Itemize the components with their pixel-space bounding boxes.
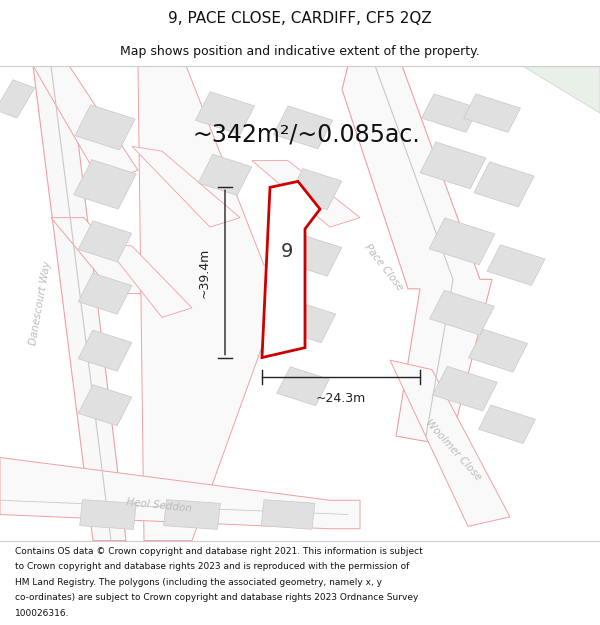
Text: Contains OS data © Crown copyright and database right 2021. This information is : Contains OS data © Crown copyright and d… xyxy=(15,546,423,556)
Polygon shape xyxy=(288,235,342,276)
Polygon shape xyxy=(78,221,132,262)
Polygon shape xyxy=(522,66,600,113)
Text: ~39.4m: ~39.4m xyxy=(197,248,211,298)
Polygon shape xyxy=(288,169,342,209)
Text: HM Land Registry. The polygons (including the associated geometry, namely x, y: HM Land Registry. The polygons (includin… xyxy=(15,578,382,587)
Polygon shape xyxy=(474,162,534,207)
Polygon shape xyxy=(51,217,150,294)
Text: Heol Seddon: Heol Seddon xyxy=(126,497,192,513)
Polygon shape xyxy=(80,499,136,529)
Text: to Crown copyright and database rights 2023 and is reproduced with the permissio: to Crown copyright and database rights 2… xyxy=(15,562,409,571)
Polygon shape xyxy=(164,499,220,529)
Polygon shape xyxy=(198,154,252,196)
Polygon shape xyxy=(282,302,336,343)
Polygon shape xyxy=(102,241,192,318)
Polygon shape xyxy=(469,329,527,372)
Polygon shape xyxy=(342,66,492,446)
Polygon shape xyxy=(261,500,315,529)
Polygon shape xyxy=(390,360,510,526)
Polygon shape xyxy=(78,330,132,371)
Polygon shape xyxy=(422,94,478,132)
Text: 100026316.: 100026316. xyxy=(15,609,70,618)
Text: Pace Close: Pace Close xyxy=(363,242,405,292)
Polygon shape xyxy=(33,66,138,184)
Text: ~342m²/~0.085ac.: ~342m²/~0.085ac. xyxy=(192,122,420,146)
Polygon shape xyxy=(433,366,497,411)
Polygon shape xyxy=(74,159,136,209)
Text: 9, PACE CLOSE, CARDIFF, CF5 2QZ: 9, PACE CLOSE, CARDIFF, CF5 2QZ xyxy=(168,11,432,26)
Text: Map shows position and indicative extent of the property.: Map shows position and indicative extent… xyxy=(120,45,480,58)
Polygon shape xyxy=(487,245,545,286)
Text: ~24.3m: ~24.3m xyxy=(316,392,366,405)
Text: Woolmer Close: Woolmer Close xyxy=(423,418,483,482)
Polygon shape xyxy=(277,367,329,406)
Polygon shape xyxy=(252,161,360,227)
Polygon shape xyxy=(0,458,360,529)
Text: co-ordinates) are subject to Crown copyright and database rights 2023 Ordnance S: co-ordinates) are subject to Crown copyr… xyxy=(15,593,418,602)
Polygon shape xyxy=(33,66,126,541)
Polygon shape xyxy=(429,218,495,265)
Polygon shape xyxy=(75,105,135,150)
Polygon shape xyxy=(430,290,494,335)
Polygon shape xyxy=(262,181,320,358)
Polygon shape xyxy=(132,146,240,227)
Polygon shape xyxy=(138,66,276,541)
Polygon shape xyxy=(274,106,332,149)
Text: Danescourt Way: Danescourt Way xyxy=(28,260,53,346)
Polygon shape xyxy=(0,80,35,118)
Text: 9: 9 xyxy=(281,242,293,261)
Polygon shape xyxy=(78,273,132,314)
Polygon shape xyxy=(464,94,520,132)
Polygon shape xyxy=(78,385,132,426)
Polygon shape xyxy=(479,405,535,444)
Polygon shape xyxy=(420,142,486,189)
Polygon shape xyxy=(196,92,254,134)
